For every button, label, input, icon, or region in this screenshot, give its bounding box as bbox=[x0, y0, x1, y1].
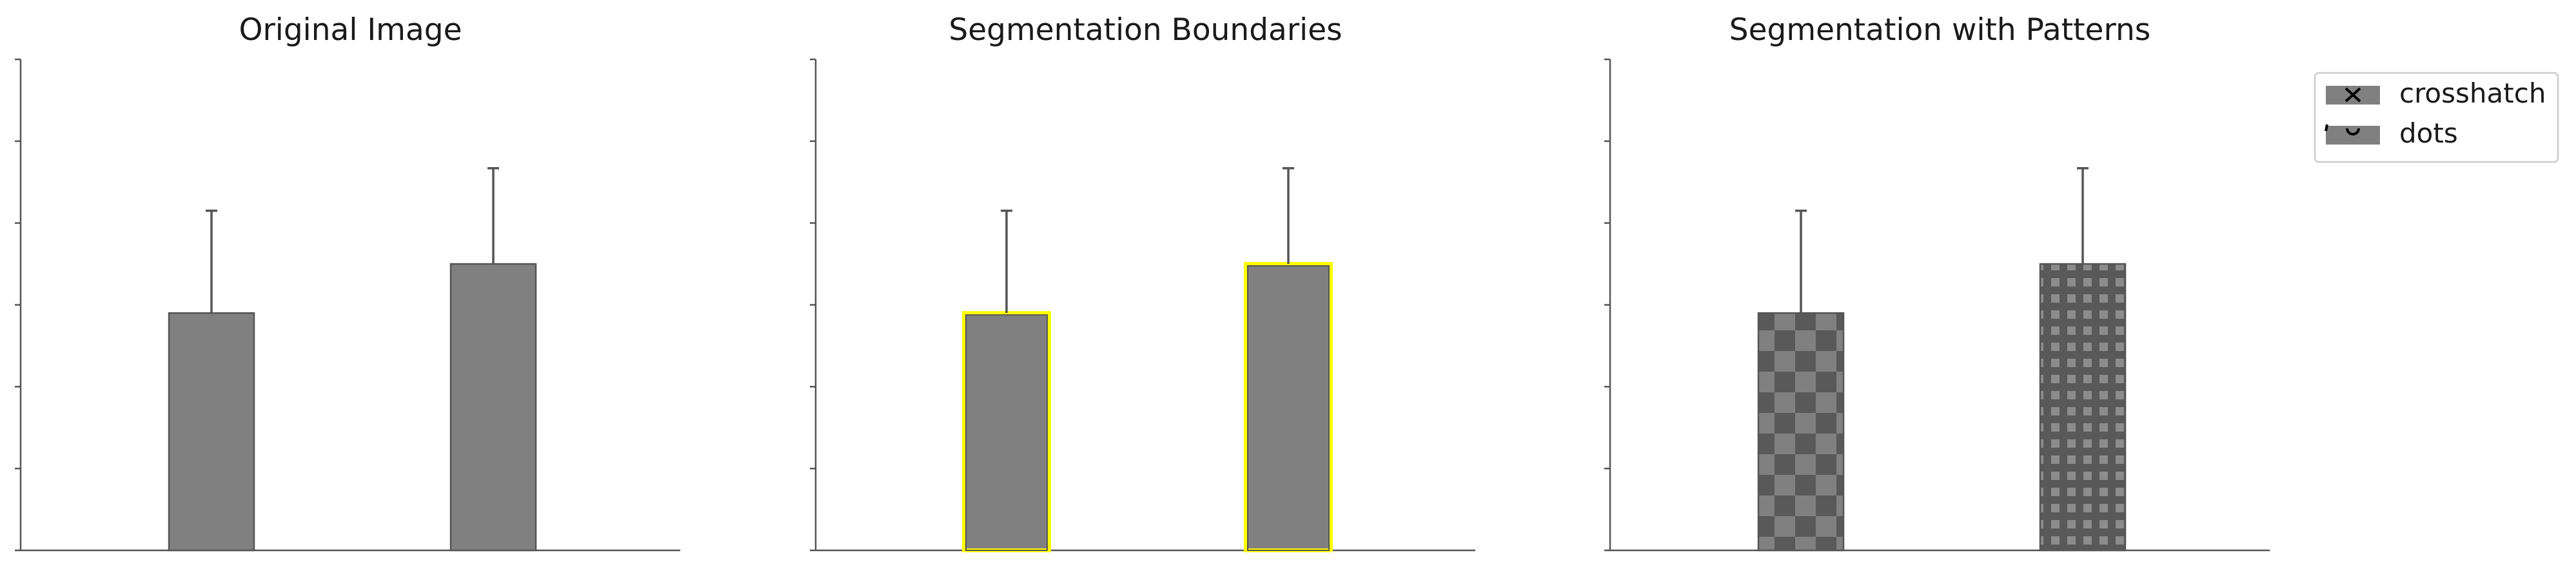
bar-2-edge bbox=[1247, 265, 1330, 551]
legend-label-crosshatch: crosshatch bbox=[2399, 77, 2546, 109]
dots-marker-icon bbox=[2346, 128, 2360, 135]
legend: crosshatch dots bbox=[2314, 72, 2559, 163]
dots-marker-tick bbox=[2325, 124, 2328, 132]
bar-2 bbox=[1244, 262, 1333, 552]
chart-panel-1: Original Image bbox=[15, 12, 680, 552]
bar-1 bbox=[1757, 312, 1845, 552]
bar-1 bbox=[962, 311, 1051, 552]
chart-title: Segmentation with Patterns bbox=[1729, 12, 2151, 48]
bar-2 bbox=[2039, 263, 2127, 552]
bar-1-edge bbox=[965, 314, 1048, 551]
bar-2 bbox=[449, 263, 537, 552]
legend-label-dots: dots bbox=[2399, 117, 2458, 149]
bar-1 bbox=[168, 312, 255, 552]
chart-panel-3: Segmentation with Patterns bbox=[1604, 12, 2270, 552]
chart-title: Segmentation Boundaries bbox=[949, 12, 1342, 48]
chart-panel-2: Segmentation Boundaries bbox=[810, 12, 1475, 552]
chart-title: Original Image bbox=[239, 12, 462, 48]
crosshatch-marker-icon bbox=[2345, 87, 2361, 103]
